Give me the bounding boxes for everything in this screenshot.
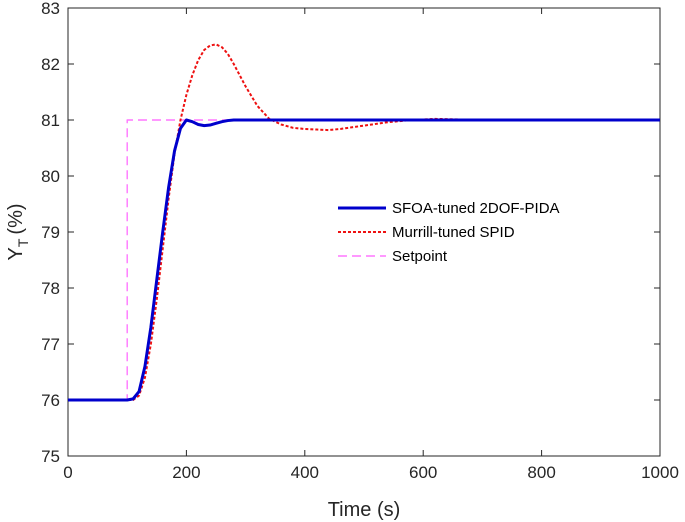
y-tick-label: 83: [41, 0, 60, 18]
series-line-sfoa: [68, 118, 660, 402]
y-tick-label: 75: [41, 447, 60, 466]
y-tick-labels: 75 76 77 78 79 80 81 82 83: [41, 0, 60, 466]
legend-label-sfoa: SFOA-tuned 2DOF-PIDA: [392, 200, 560, 217]
x-tick-label: 200: [172, 463, 200, 482]
y-axis-label: YT (%): [5, 203, 31, 260]
x-tick-label: 0: [63, 463, 72, 482]
y-tick-label: 78: [41, 279, 60, 298]
legend-label-murrill: Murrill-tuned SPID: [392, 224, 515, 241]
y-tick-label: 79: [41, 223, 60, 242]
x-tick-label: 800: [527, 463, 555, 482]
y-tick-label: 82: [41, 55, 60, 74]
axis-ticks: [67, 7, 661, 457]
y-tick-label: 81: [41, 111, 60, 130]
y-axis-label-unit: (%): [5, 203, 27, 234]
series-lines: [68, 43, 660, 402]
y-tick-label: 80: [41, 167, 60, 186]
x-tick-label: 600: [409, 463, 437, 482]
series-line-murrill: [68, 43, 660, 401]
legend-label-setpoint: Setpoint: [392, 248, 448, 265]
legend: SFOA-tuned 2DOF-PIDA Murrill-tuned SPID …: [338, 200, 560, 265]
y-axis-label-main: Y: [5, 247, 27, 260]
x-tick-labels: 0 200 400 600 800 1000: [63, 463, 679, 482]
x-axis-label: Time (s): [328, 499, 401, 521]
x-tick-label: 1000: [641, 463, 679, 482]
y-axis-label-subscript: T: [15, 238, 31, 247]
y-tick-label: 76: [41, 391, 60, 410]
x-tick-label: 400: [291, 463, 319, 482]
y-tick-label: 77: [41, 335, 60, 354]
